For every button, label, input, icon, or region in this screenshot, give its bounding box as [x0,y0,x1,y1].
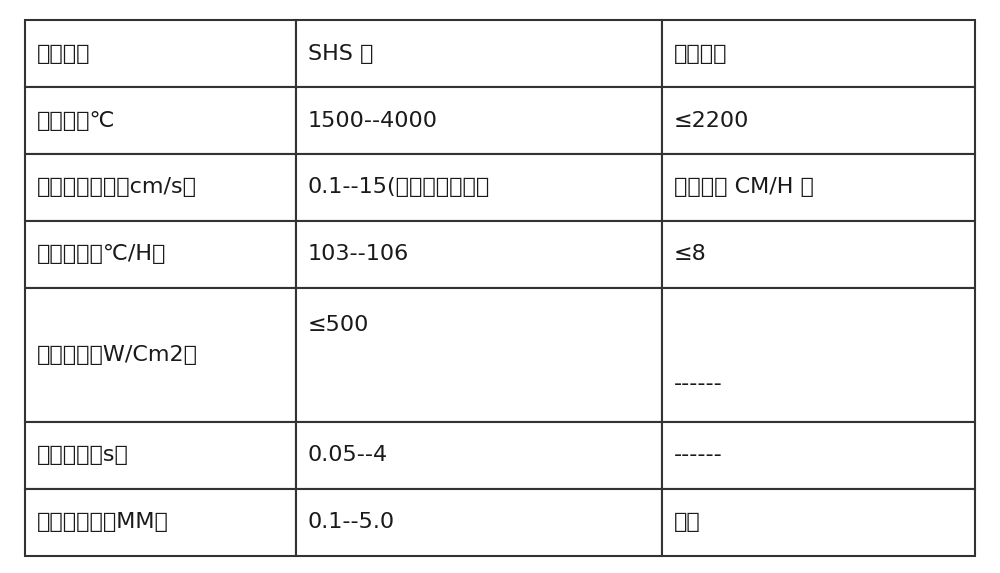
Text: 103--106: 103--106 [308,245,409,265]
Text: 1500--4000: 1500--4000 [308,111,438,131]
Text: 点火能量（W/Cm2）: 点火能量（W/Cm2） [37,345,198,365]
Bar [25,87,296,154]
Text: 点火时间（s）: 点火时间（s） [37,445,129,465]
Bar [662,288,975,422]
Bar [662,20,975,87]
Text: SHS 法: SHS 法 [308,44,373,64]
Bar [25,288,296,422]
Bar [296,87,662,154]
Text: ------: ------ [674,445,722,465]
Text: 最高温度℃: 最高温度℃ [37,111,116,131]
Text: 典型参数: 典型参数 [37,44,90,64]
Bar [296,288,662,422]
Bar [662,221,975,288]
Bar [25,221,296,288]
Text: 加热速度（℃/H）: 加热速度（℃/H） [37,245,166,265]
Bar [296,422,662,489]
Text: 较长: 较长 [674,512,700,532]
Bar [296,489,662,556]
Bar [25,422,296,489]
Bar [25,20,296,87]
Bar [662,422,975,489]
Text: 很慢，以 CM/H 计: 很慢，以 CM/H 计 [674,178,813,198]
Text: 0.05--4: 0.05--4 [308,445,388,465]
Bar [662,489,975,556]
Text: ------: ------ [674,374,722,394]
Text: 0.1--15(以燃烧波形式）: 0.1--15(以燃烧波形式） [308,178,490,198]
Text: ≤2200: ≤2200 [674,111,749,131]
Bar [25,489,296,556]
Bar [296,221,662,288]
Text: 0.1--5.0: 0.1--5.0 [308,512,395,532]
Bar [296,154,662,221]
Text: 合成带宽度（MM）: 合成带宽度（MM） [37,512,169,532]
Text: 常规方法: 常规方法 [674,44,727,64]
Text: 反应传播速度（cm/s）: 反应传播速度（cm/s） [37,178,197,198]
Bar [662,154,975,221]
Bar [25,154,296,221]
Text: ≤8: ≤8 [674,245,706,265]
Text: ≤500: ≤500 [308,315,369,335]
Bar [662,87,975,154]
Bar [296,20,662,87]
